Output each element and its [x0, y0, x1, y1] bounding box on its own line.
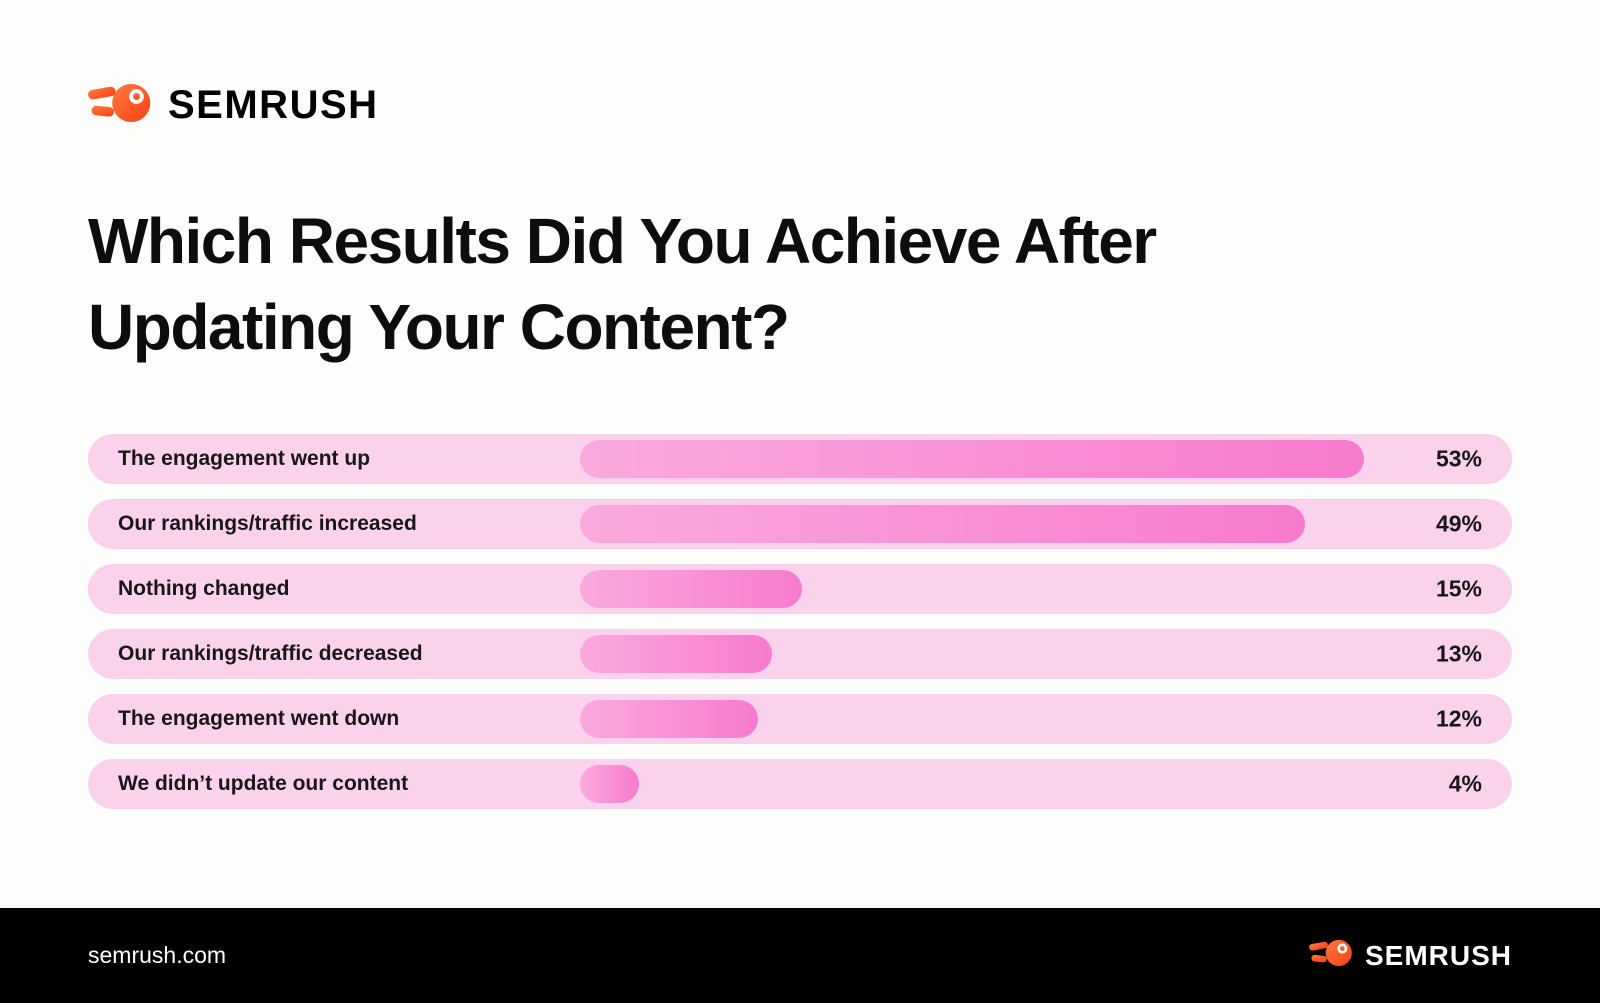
page-title-line-2: Updating Your Content? — [88, 291, 790, 363]
footer-logo: SEMRUSH — [1309, 937, 1512, 974]
bar-chart: The engagement went up 53% Our rankings/… — [88, 434, 1512, 824]
row-bar — [580, 440, 1364, 478]
header-logo: SEMRUSH — [88, 80, 379, 131]
row-bar — [580, 570, 802, 608]
row-bar — [580, 700, 758, 738]
semrush-logo-icon — [1309, 937, 1353, 974]
row-bar — [580, 765, 639, 803]
header-logo-wordmark: SEMRUSH — [168, 83, 379, 127]
row-label: Nothing changed — [118, 577, 290, 600]
row-value: 13% — [1435, 640, 1482, 667]
footer-site-url: semrush.com — [88, 942, 227, 968]
row-bar — [580, 635, 772, 673]
row-value: 15% — [1435, 575, 1482, 602]
row-label: The engagement went up — [118, 447, 371, 470]
row-value: 12% — [1435, 705, 1482, 732]
row-label: Our rankings/traffic increased — [118, 512, 417, 535]
page-title-line-1: Which Results Did You Achieve After — [88, 205, 1157, 277]
row-value: 4% — [1448, 770, 1482, 797]
chart-row: Our rankings/traffic increased 49% — [88, 499, 1512, 549]
row-label: The engagement went down — [118, 707, 400, 730]
page-title: Which Results Did You Achieve After Upda… — [88, 198, 1157, 370]
chart-row: Nothing changed 15% — [88, 564, 1512, 614]
row-bar — [580, 505, 1305, 543]
semrush-logo-icon — [88, 80, 152, 131]
footer: semrush.com SEMRUSH — [0, 908, 1600, 1003]
row-label: We didn’t update our content — [118, 772, 409, 795]
chart-row: We didn’t update our content 4% — [88, 759, 1512, 809]
chart-row: Our rankings/traffic decreased 13% — [88, 629, 1512, 679]
row-label: Our rankings/traffic decreased — [118, 642, 423, 665]
chart-row: The engagement went up 53% — [88, 434, 1512, 484]
chart-row: The engagement went down 12% — [88, 694, 1512, 744]
row-value: 53% — [1435, 445, 1482, 472]
footer-logo-wordmark: SEMRUSH — [1364, 939, 1512, 971]
row-value: 49% — [1435, 510, 1482, 537]
